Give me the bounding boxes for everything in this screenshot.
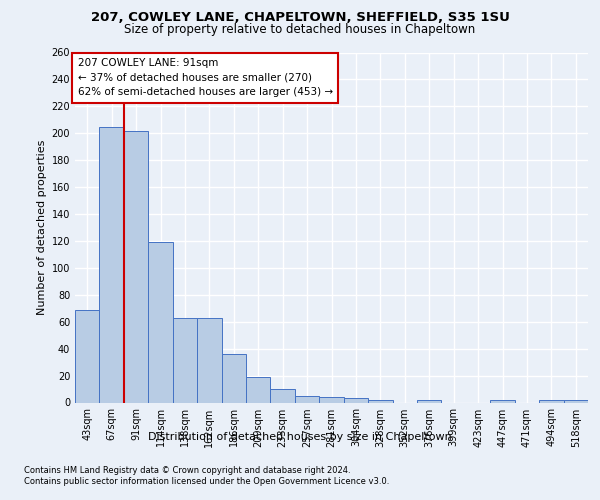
Text: Contains public sector information licensed under the Open Government Licence v3: Contains public sector information licen… xyxy=(24,478,389,486)
Bar xyxy=(344,398,368,402)
Bar xyxy=(539,400,563,402)
Bar xyxy=(319,397,344,402)
Bar xyxy=(173,318,197,402)
Bar xyxy=(75,310,100,402)
Text: 207, COWLEY LANE, CHAPELTOWN, SHEFFIELD, S35 1SU: 207, COWLEY LANE, CHAPELTOWN, SHEFFIELD,… xyxy=(91,11,509,24)
Text: Contains HM Land Registry data © Crown copyright and database right 2024.: Contains HM Land Registry data © Crown c… xyxy=(24,466,350,475)
Bar xyxy=(197,318,221,402)
Bar xyxy=(271,389,295,402)
Bar xyxy=(368,400,392,402)
Text: 207 COWLEY LANE: 91sqm
← 37% of detached houses are smaller (270)
62% of semi-de: 207 COWLEY LANE: 91sqm ← 37% of detached… xyxy=(77,58,332,98)
Bar xyxy=(124,130,148,402)
Y-axis label: Number of detached properties: Number of detached properties xyxy=(37,140,47,315)
Bar xyxy=(246,377,271,402)
Bar xyxy=(417,400,442,402)
Bar xyxy=(490,400,515,402)
Bar xyxy=(563,400,588,402)
Bar xyxy=(100,126,124,402)
Bar xyxy=(148,242,173,402)
Text: Distribution of detached houses by size in Chapeltown: Distribution of detached houses by size … xyxy=(148,432,452,442)
Text: Size of property relative to detached houses in Chapeltown: Size of property relative to detached ho… xyxy=(124,22,476,36)
Bar xyxy=(221,354,246,403)
Bar xyxy=(295,396,319,402)
